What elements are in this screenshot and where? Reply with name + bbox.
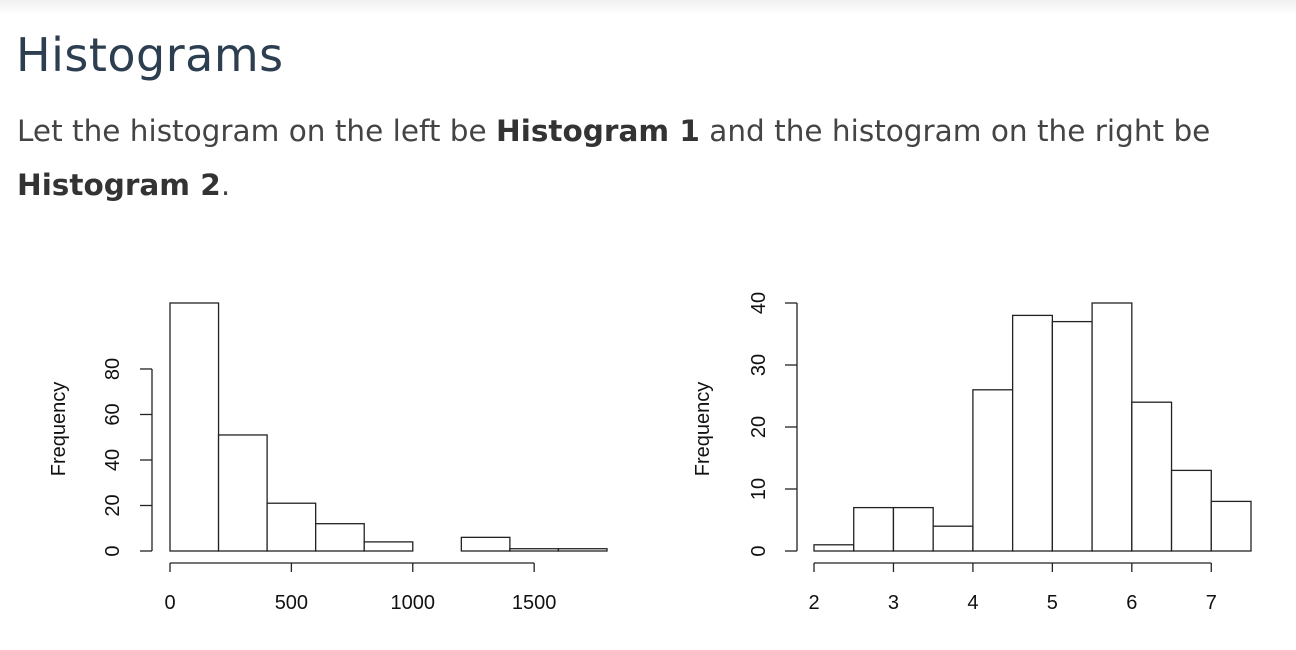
hist1-y-tick-label: 40 <box>102 449 124 471</box>
hist2-y-tick-label: 40 <box>748 292 770 314</box>
hist2-x-tick-label: 6 <box>1126 592 1137 614</box>
hist2-x-tick-label: 4 <box>967 592 978 614</box>
hist2-x-tick-label: 5 <box>1047 592 1058 614</box>
hist1-bar <box>557 548 608 552</box>
hist1-x-tick-label: 0 <box>164 592 175 614</box>
hist1-bar <box>460 536 511 552</box>
hist2-y-tick-label: 0 <box>748 545 770 556</box>
hist1-bar <box>363 541 414 552</box>
hist2-bar <box>853 506 895 552</box>
histogram-2-label: Histogram 2 <box>17 168 221 202</box>
hist2-x-tick-label: 7 <box>1206 592 1217 614</box>
intro-text-2: and the histogram on the right be <box>699 114 1211 148</box>
hist2-bar <box>892 506 934 552</box>
hist1-bar <box>315 523 365 552</box>
hist2-bar <box>1170 469 1212 552</box>
hist2-bar <box>1091 302 1133 552</box>
hist1-y-tick-label: 0 <box>102 545 124 556</box>
hist2-x-tick-label: 3 <box>888 592 899 614</box>
hist1-bar <box>266 502 317 552</box>
histogram-1-label: Histogram 1 <box>496 114 700 148</box>
hist2-bar <box>813 544 855 552</box>
hist2-x-tick-label: 2 <box>808 592 819 614</box>
hist1-bar <box>217 434 268 552</box>
intro-paragraph: Let the histogram on the left be Histogr… <box>17 104 1257 212</box>
intro-text-3: . <box>220 168 231 202</box>
histogram-1-chart: 0 500 1000 1500 0 20 40 60 80 Frequency <box>48 302 608 614</box>
hist1-y-tick-label: 20 <box>102 494 124 516</box>
hist1-bar <box>169 302 220 552</box>
hist1-y-tick-label: 60 <box>102 403 124 425</box>
hist2-bar <box>1051 320 1093 552</box>
hist1-x-tick-label: 1500 <box>512 592 557 614</box>
hist2-y-tick-label: 30 <box>748 354 770 376</box>
hist2-bar <box>1131 401 1173 552</box>
hist2-y-tick-label: 20 <box>748 416 770 438</box>
hist2-bar <box>972 389 1014 552</box>
hist2-bar <box>932 525 974 552</box>
hist2-y-axis-title: Frequency <box>692 382 714 477</box>
page-title: Histograms <box>16 28 284 82</box>
top-shade <box>0 0 1296 14</box>
hist2-bar <box>1210 500 1252 552</box>
hist1-x-tick-label: 500 <box>275 592 308 614</box>
hist1-y-axis-title: Frequency <box>48 382 70 477</box>
hist2-y-tick-label: 10 <box>748 478 770 500</box>
hist1-y-tick-label: 80 <box>102 358 124 380</box>
hist1-x-tick-label: 1000 <box>391 592 436 614</box>
intro-text-1: Let the histogram on the left be <box>17 114 497 148</box>
hist2-bar <box>1011 314 1054 552</box>
